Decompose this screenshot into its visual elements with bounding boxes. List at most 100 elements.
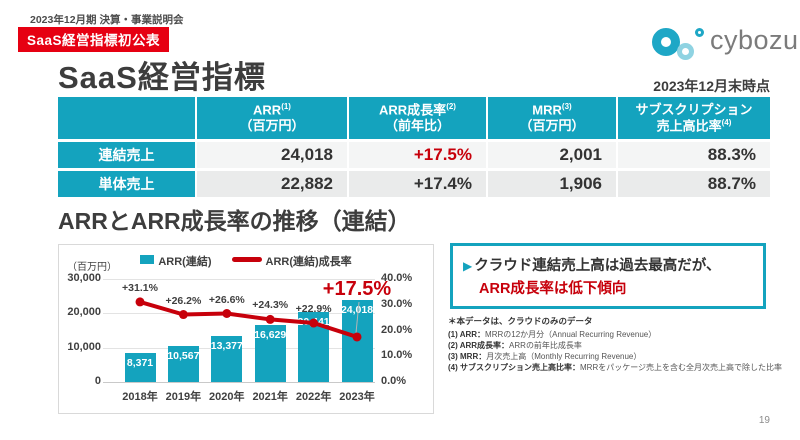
growth-point: [178, 310, 188, 320]
as-of-date: 2023年12月末時点: [653, 78, 770, 94]
col-growth-title: ARR成長率: [379, 102, 447, 118]
growth-label: +26.6%: [208, 293, 245, 306]
table-header-arr: ARR(1) （百万円）: [197, 97, 347, 139]
consolidated-arr-value: 24,018: [197, 142, 347, 168]
growth-point: [309, 318, 319, 328]
consolidated-mrr-value: 2,001: [488, 142, 616, 168]
consolidated-ratio-value: 88.3%: [618, 142, 770, 168]
x-axis-label: 2020年: [209, 391, 245, 403]
bar-swatch-icon: [140, 255, 155, 264]
logo-circle-medium-icon: [677, 43, 694, 60]
bar-value-label: 24,018: [340, 303, 374, 316]
bar-value-label: 8,371: [126, 357, 154, 370]
col-arr-sup: (1): [281, 102, 291, 112]
x-axis-label: 2022年: [295, 391, 332, 403]
chart-canvas: （百万円） ARR(連結) ARR(連結)成長率 30,000 20,000 10,000…: [59, 245, 433, 413]
left-axis-unit: （百万円）: [67, 262, 117, 273]
logo-wordmark: cybozu: [710, 25, 799, 55]
left-axis-tick: 20,000: [67, 306, 101, 319]
arr-bar: [167, 345, 199, 382]
gridline: [103, 279, 375, 280]
arr-growth-chart: （百万円） ARR(連結) ARR(連結)成長率 30,000 20,000 10,000…: [58, 244, 434, 414]
footnote-subscription-ratio: (4) サブスクリプション売上高比率：MRRをパッケージ売上を含む全月次売上高で…: [448, 363, 783, 373]
right-axis-tick: 20.0%: [381, 323, 413, 336]
bar-value-label: 13,377: [210, 340, 243, 353]
first-disclosure-badge: SaaS経営指標初公表: [18, 27, 170, 52]
logo-circle-small-icon: [695, 28, 704, 37]
growth-point: [265, 314, 275, 324]
footnote-arr-growth: (2) ARR成長率：ARRの前年比成長率: [448, 341, 582, 351]
growth-point: [222, 309, 232, 319]
triangle-bullet-icon: ▶: [463, 259, 473, 273]
bar-value-label: 10,567: [167, 349, 200, 362]
arr-bar: [124, 353, 156, 382]
footnote-arr: (1) ARR：MRRの12か月分（Annual Recurring Reven…: [448, 329, 657, 339]
right-axis-tick: 0.0%: [381, 375, 407, 387]
callout-line1-text: クラウド連結売上高は過去最高だが、: [474, 258, 721, 274]
bar-value-label: 16,629: [254, 328, 287, 341]
footnote-heading: ＊本データは、クラウドのみのデータ: [448, 316, 593, 326]
standalone-mrr-value: 1,906: [488, 171, 616, 197]
col-sub-title: サブスクリプション: [635, 102, 753, 118]
col-arr-title: ARR: [253, 102, 282, 118]
col-growth-unit: （前年比）: [384, 118, 450, 134]
page-number: 19: [758, 415, 770, 426]
footnotes: ＊本データは、クラウドのみのデータ (1) ARR：MRRの12か月分（Annu…: [448, 316, 784, 374]
col-mrr-unit: （百万円）: [519, 118, 585, 134]
row-label-consolidated: 連結売上: [58, 142, 195, 168]
x-axis-label: 2018年: [122, 391, 158, 403]
right-axis-tick: 10.0%: [381, 349, 413, 362]
growth-point: [352, 332, 362, 342]
growth-label: +24.3%: [252, 299, 289, 312]
consolidated-growth-value: +17.5%: [349, 142, 486, 168]
col-arr-unit: （百万円）: [239, 118, 305, 134]
arr-bar: [254, 324, 286, 382]
left-axis-tick: 0: [94, 375, 101, 387]
table-header-subscription-ratio: サブスクリプション 売上高比率(4): [618, 97, 770, 139]
insight-callout: ▶ クラウド連結売上高は過去最高だが、 ARR成長率は低下傾向: [450, 243, 766, 309]
callout-line1: ▶ クラウド連結売上高は過去最高だが、: [463, 254, 753, 275]
section-title: ARRとARR成長率の推移（連結）: [58, 208, 411, 234]
x-axis-label: 2021年: [252, 391, 288, 403]
col-mrr-title: MRR: [532, 102, 562, 118]
growth-label: +31.1%: [122, 281, 158, 294]
growth-label-highlight: +17.5%: [322, 278, 392, 300]
left-axis-tick: 10,000: [67, 340, 101, 353]
footnote-mrr: (3) MRR：月次売上高（Monthly Recurring Revenue）: [448, 352, 642, 362]
growth-label: +22.9%: [295, 303, 332, 316]
table-header-mrr: MRR(3) （百万円）: [488, 97, 616, 139]
growth-label: +26.2%: [165, 294, 202, 307]
standalone-growth-value: +17.4%: [349, 171, 486, 197]
legend-item-growth: ARR(連結)成長率: [231, 253, 352, 269]
logo-circle-large-icon: [652, 28, 680, 56]
left-axis-tick: 30,000: [67, 272, 101, 284]
event-label: 2023年12月期 決算・事業説明会: [30, 14, 184, 26]
x-axis-label: 2019年: [165, 391, 202, 403]
x-axis-label: 2023年: [339, 391, 375, 403]
label-leader-line: [355, 301, 360, 333]
col-mrr-sup: (3): [561, 102, 572, 112]
growth-line-svg: [135, 297, 362, 342]
row-label-standalone: 単体売上: [58, 171, 195, 197]
col-growth-sup: (2): [446, 102, 456, 112]
right-axis-tick: 30.0%: [381, 297, 413, 310]
page-title: SaaS経営指標: [58, 60, 266, 95]
standalone-ratio-value: 88.7%: [618, 171, 770, 197]
right-axis-tick: 40.0%: [381, 272, 413, 284]
col-sub-title2: 売上高比率: [656, 118, 722, 134]
metrics-table: ARR(1) （百万円） ARR成長率(2) （前年比） MRR(3) （百万円…: [58, 97, 770, 197]
line-swatch-icon: [231, 257, 262, 262]
growth-point: [135, 297, 145, 307]
x-axis-line: [103, 382, 375, 383]
col-sub-sup: (4): [721, 117, 732, 127]
table-header-growth: ARR成長率(2) （前年比）: [349, 97, 486, 139]
table-header-empty: [58, 97, 195, 139]
legend-item-arr: ARR(連結): [140, 253, 212, 269]
standalone-arr-value: 22,882: [197, 171, 347, 197]
cybozu-logo: cybozu: [648, 20, 798, 60]
chart-legend: ARR(連結) ARR(連結)成長率: [59, 253, 433, 269]
arr-bar: [211, 336, 243, 382]
growth-line: [139, 299, 358, 339]
callout-line2-highlight: ARR成長率は低下傾向: [479, 281, 627, 297]
